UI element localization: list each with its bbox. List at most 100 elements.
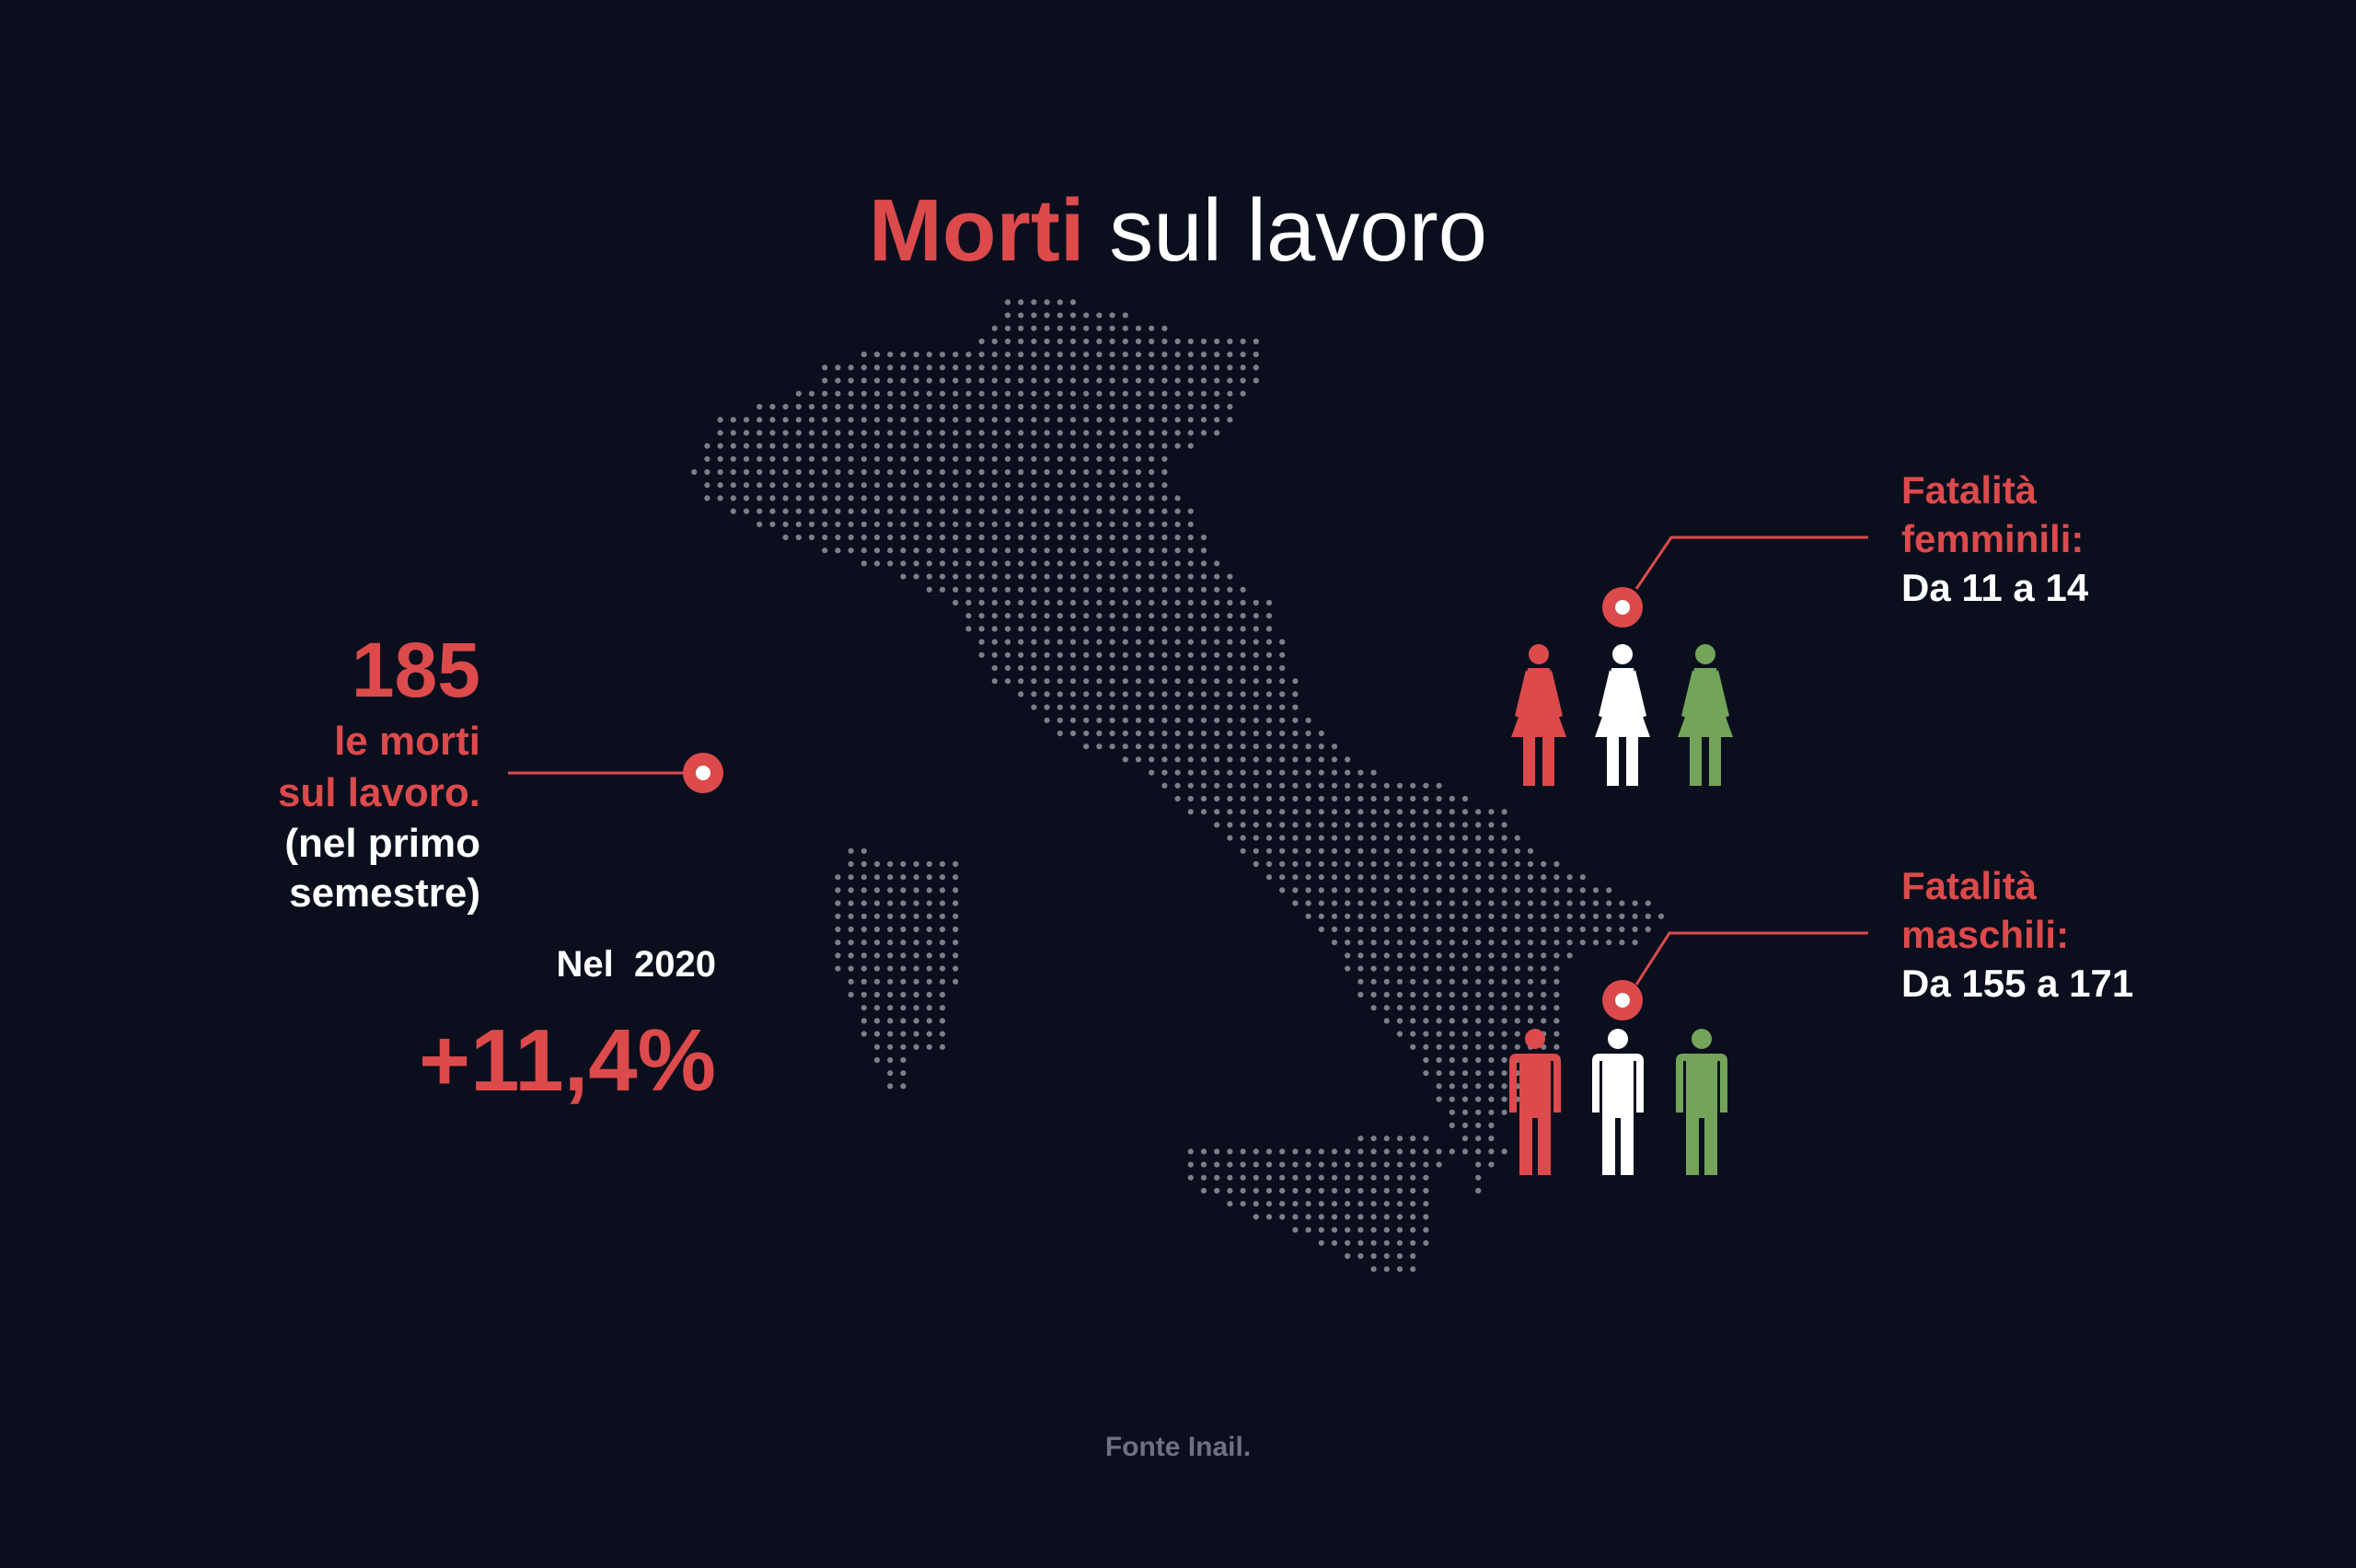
map-dot [704,495,710,502]
map-dot [1161,377,1168,384]
map-dot [1606,926,1612,933]
location-pin-icon [683,753,723,793]
map-dot [873,952,881,959]
map-dot [1200,795,1207,802]
map-dot [1069,560,1077,567]
map-dot [873,521,881,527]
map-dot [822,377,828,384]
map-dot [926,364,932,371]
map-dot [887,455,894,462]
map-dot [1436,1031,1442,1037]
map-dot [1410,940,1416,946]
map-dot [1018,455,1024,462]
map-dot [978,364,985,371]
map-dot [860,874,867,881]
map-dot [1541,900,1547,906]
map-dot [1410,1201,1416,1207]
map-dot [1161,704,1168,710]
map-dot [900,482,907,489]
map-dot [1083,573,1090,580]
map-dot [991,403,998,410]
map-dot [1161,651,1168,658]
map-dot [1370,809,1377,815]
map-dot [873,508,881,514]
map-dot [1044,704,1050,710]
map-dot [1004,573,1011,580]
map-dot [1096,639,1103,645]
map-dot [1004,377,1011,384]
map-dot [1227,756,1233,763]
map-dot [1265,847,1273,854]
map-dot [1031,325,1037,331]
map-dot [1331,860,1338,868]
map-dot [1135,664,1142,672]
map-dot [1200,664,1207,672]
map-dot [1135,352,1142,358]
map-dot [1187,664,1194,672]
female-callout-line [1634,536,1868,590]
map-dot [769,521,776,527]
map-dot [1214,795,1220,802]
map-dot [978,626,985,632]
map-dot [1606,940,1612,946]
map-dot [1174,364,1181,371]
map-dot [939,1043,946,1050]
map-dot [1527,1005,1534,1011]
map-dot [1227,626,1233,632]
map-dot [1423,809,1429,815]
map-dot [1187,430,1194,436]
map-dot [926,455,932,462]
map-dot [860,926,867,933]
map-dot [1383,1227,1390,1233]
map-dot [1265,599,1273,606]
map-dot [1044,390,1050,397]
map-dot [1305,1201,1311,1207]
map-dot [1501,847,1507,854]
map-dot [769,430,776,436]
map-dot [1135,430,1142,436]
map-dot [1083,730,1090,737]
map-dot [1149,443,1155,449]
map-dot [953,482,959,489]
map-dot [953,521,959,527]
map-dot [1553,874,1560,881]
map-dot [822,364,828,371]
map-dot [1396,847,1403,854]
map-dot [1514,926,1520,933]
map-dot [953,390,959,397]
map-dot [860,508,867,514]
map-dot [1461,1056,1469,1064]
map-dot [1475,1161,1482,1168]
map-dot [860,482,867,489]
map-dot [1004,639,1011,645]
map-dot [1018,573,1024,580]
map-dot [835,390,841,397]
map-dot [1069,664,1077,672]
map-dot [1345,1252,1351,1260]
title-rest: sul lavoro [1109,181,1488,280]
map-dot [978,560,985,567]
map-dot [873,900,881,906]
map-dot [913,1031,919,1037]
map-dot [1449,965,1455,972]
map-dot [939,952,946,959]
map-dot [1240,613,1246,619]
map-dot [860,560,867,567]
map-dot [1187,534,1194,541]
map-dot [1083,482,1090,489]
map-dot [1305,744,1311,750]
map-dot [1004,417,1011,423]
map-dot [1396,1239,1403,1246]
map-dot [887,965,894,972]
map-dot [1370,991,1377,998]
map-dot [1396,926,1403,933]
map-dot [782,430,789,436]
map-dot [1606,913,1612,919]
map-dot [1161,443,1168,449]
map-dot [953,913,959,919]
map-dot [900,548,907,554]
map-dot [1383,1148,1390,1155]
map-dot [965,548,972,554]
map-dot [1423,835,1429,841]
map-dot [1292,835,1299,841]
